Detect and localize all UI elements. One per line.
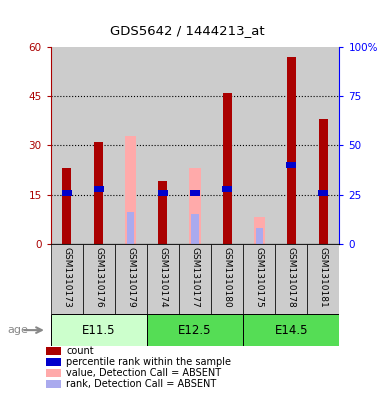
Bar bbox=[115, 244, 147, 314]
Text: GSM1310174: GSM1310174 bbox=[158, 247, 167, 308]
Bar bbox=[211, 244, 243, 314]
Bar bbox=[211, 47, 243, 244]
Bar bbox=[51, 314, 147, 346]
Bar bbox=[179, 244, 211, 314]
Text: rank, Detection Call = ABSENT: rank, Detection Call = ABSENT bbox=[66, 379, 217, 389]
Bar bbox=[125, 136, 136, 244]
Bar bbox=[275, 47, 307, 244]
Text: GSM1310173: GSM1310173 bbox=[62, 247, 71, 308]
Bar bbox=[147, 47, 179, 244]
Bar bbox=[255, 228, 262, 244]
Bar bbox=[83, 47, 115, 244]
Text: E14.5: E14.5 bbox=[275, 323, 308, 337]
Text: GSM1310181: GSM1310181 bbox=[319, 247, 328, 308]
Bar bbox=[319, 119, 328, 244]
Bar bbox=[275, 244, 307, 314]
Bar bbox=[190, 189, 200, 195]
Bar bbox=[62, 189, 72, 195]
Bar bbox=[51, 47, 83, 244]
Bar bbox=[286, 162, 296, 168]
Bar bbox=[94, 142, 103, 244]
Bar bbox=[307, 47, 339, 244]
Bar bbox=[147, 244, 179, 314]
Text: E12.5: E12.5 bbox=[178, 323, 212, 337]
Bar bbox=[158, 189, 168, 195]
Text: GSM1310175: GSM1310175 bbox=[255, 247, 264, 308]
Bar bbox=[222, 185, 232, 191]
Bar bbox=[46, 380, 61, 387]
Text: GSM1310179: GSM1310179 bbox=[126, 247, 135, 308]
Bar bbox=[243, 314, 339, 346]
Bar bbox=[147, 314, 243, 346]
Bar bbox=[115, 47, 147, 244]
Text: GSM1310177: GSM1310177 bbox=[190, 247, 200, 308]
Text: count: count bbox=[66, 346, 94, 356]
Bar bbox=[94, 185, 104, 191]
Bar bbox=[46, 369, 61, 377]
Bar bbox=[179, 47, 211, 244]
Bar bbox=[223, 93, 232, 244]
Bar bbox=[46, 347, 61, 355]
Bar bbox=[307, 244, 339, 314]
Bar bbox=[243, 244, 275, 314]
Bar bbox=[83, 244, 115, 314]
Text: GSM1310176: GSM1310176 bbox=[94, 247, 103, 308]
Bar bbox=[190, 168, 200, 244]
Text: E11.5: E11.5 bbox=[82, 323, 115, 337]
Bar bbox=[254, 217, 265, 244]
Bar bbox=[62, 168, 71, 244]
Text: GSM1310180: GSM1310180 bbox=[223, 247, 232, 308]
Text: age: age bbox=[8, 325, 29, 335]
Bar bbox=[191, 214, 199, 244]
Bar bbox=[128, 212, 135, 244]
Text: GSM1310178: GSM1310178 bbox=[287, 247, 296, 308]
Bar bbox=[51, 244, 83, 314]
Bar bbox=[46, 358, 61, 366]
Bar bbox=[318, 189, 328, 195]
Text: GDS5642 / 1444213_at: GDS5642 / 1444213_at bbox=[110, 24, 264, 37]
Text: percentile rank within the sample: percentile rank within the sample bbox=[66, 357, 231, 367]
Bar bbox=[158, 182, 167, 244]
Bar bbox=[287, 57, 296, 244]
Text: value, Detection Call = ABSENT: value, Detection Call = ABSENT bbox=[66, 368, 222, 378]
Bar bbox=[243, 47, 275, 244]
